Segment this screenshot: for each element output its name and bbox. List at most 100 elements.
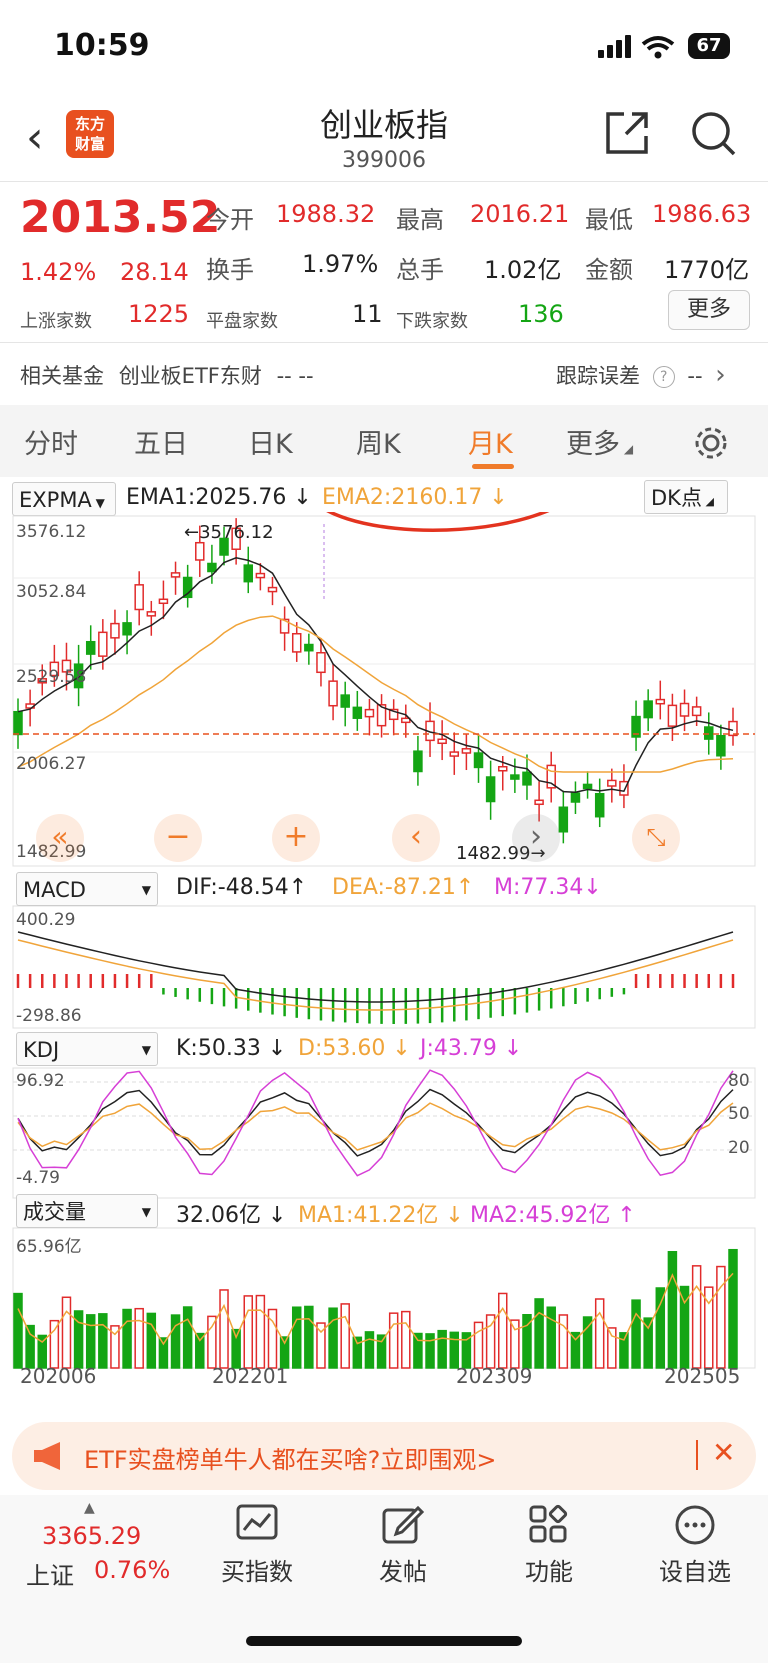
candle-body — [243, 564, 254, 583]
ema1-readout: EMA1:2025.76 ↓ — [126, 485, 312, 510]
nav-post[interactable]: 发帖 — [379, 1558, 427, 1586]
index-percent[interactable]: 0.76% — [94, 1556, 171, 1584]
macd-dif: DIF:-48.54↑ — [176, 875, 308, 900]
volume-bar — [170, 1314, 181, 1369]
macd-dif-line — [17, 931, 734, 1003]
chevron-right-icon: › — [715, 360, 726, 390]
nav-buy-index[interactable]: 买指数 — [221, 1558, 293, 1586]
tab-intraday[interactable]: 分时 — [24, 429, 78, 460]
divider — [0, 181, 768, 182]
volume-bar — [546, 1306, 556, 1369]
volume-bar — [716, 1265, 726, 1369]
app-logo[interactable]: 东方 财富 — [66, 110, 114, 158]
related-fund-row[interactable]: 相关基金 创业板ETF东财 -- -- — [20, 360, 314, 390]
x-label-1: 202006 — [20, 1364, 97, 1388]
volume-bar — [182, 1306, 193, 1369]
main-y-top: 3576.12 — [16, 522, 87, 542]
candle-body — [134, 584, 144, 611]
macd-select[interactable]: MACD ▼ — [16, 872, 158, 906]
fullscreen-button[interactable]: ⤡ — [632, 814, 680, 862]
signal-wifi-icon — [598, 35, 675, 59]
tab-weekly-k[interactable]: 周K — [356, 429, 401, 460]
kdj-y-top: 96.92 — [16, 1071, 65, 1091]
candle-body — [37, 678, 47, 684]
help-icon[interactable]: ? — [652, 366, 675, 388]
candle-body — [716, 735, 726, 757]
candle-body — [485, 776, 496, 803]
candle-body — [691, 706, 702, 717]
promo-text[interactable]: ETF实盘榜单牛人都在买啥?立即围观> — [84, 1446, 497, 1474]
dk-point-toggle[interactable]: DK点 ◢ — [644, 480, 728, 514]
x-label-4: 202505 — [664, 1364, 741, 1388]
candle-body — [704, 726, 714, 740]
jump-start-button[interactable]: « — [36, 814, 84, 862]
candle-body — [291, 632, 302, 653]
volume-bar — [425, 1333, 435, 1369]
more-button[interactable]: 更多 — [668, 290, 750, 330]
main-y-4: 2006.27 — [16, 754, 87, 774]
tab-monthly-k[interactable]: 月K — [468, 429, 513, 460]
volume-bar — [497, 1292, 508, 1369]
back-button[interactable]: ‹ — [26, 112, 44, 163]
volume-bar — [255, 1294, 266, 1369]
candle-body — [461, 748, 472, 754]
kdj-ref-80: 80 — [728, 1071, 750, 1091]
volume-bar — [522, 1314, 532, 1369]
step-forward-button[interactable]: › — [512, 814, 560, 862]
volume-bar — [352, 1336, 363, 1369]
volume-bar — [85, 1314, 96, 1369]
nav-watchlist[interactable]: 设自选 — [659, 1558, 731, 1586]
candle-body — [170, 572, 181, 578]
index-name[interactable]: 上证 — [26, 1562, 74, 1590]
volume-bar — [388, 1312, 399, 1369]
divider — [696, 1440, 698, 1470]
ema2-readout: EMA2:2160.17 ↓ — [322, 485, 508, 510]
volume-bar — [619, 1332, 629, 1369]
tab-five-day[interactable]: 五日 — [134, 429, 188, 460]
volume-bar — [485, 1314, 496, 1369]
close-icon[interactable]: ✕ — [712, 1436, 736, 1469]
candle-body — [497, 766, 508, 772]
candle-body — [328, 680, 338, 707]
volume-select[interactable]: 成交量 ▼ — [16, 1194, 158, 1228]
settings-gear-icon[interactable] — [692, 424, 730, 462]
volume-bar — [291, 1306, 302, 1369]
nav-function[interactable]: 功能 — [525, 1558, 573, 1586]
candle-body — [364, 708, 375, 718]
amount-label: 金额 — [585, 256, 633, 284]
share-icon[interactable] — [604, 110, 650, 156]
x-label-3: 202309 — [456, 1364, 533, 1388]
volume-bar — [98, 1313, 108, 1369]
grid-function-icon[interactable] — [528, 1504, 570, 1544]
volume-bar — [449, 1331, 460, 1369]
volume-bar — [158, 1337, 169, 1369]
more-dots-icon[interactable] — [674, 1504, 716, 1546]
zoom-in-button[interactable]: + — [272, 814, 320, 862]
step-back-button[interactable]: ‹ — [392, 814, 440, 862]
tab-more[interactable]: 更多 ◢ — [566, 429, 634, 460]
tab-daily-k[interactable]: 日K — [248, 429, 293, 460]
candle-body — [73, 663, 84, 689]
volume-bar — [279, 1336, 290, 1369]
related-fund-name[interactable]: 创业板ETF东财 — [118, 364, 262, 388]
kline-chart-area[interactable] — [0, 512, 768, 1392]
up-count-label: 上涨家数 — [20, 311, 92, 332]
candle-body — [61, 659, 72, 673]
edit-post-icon[interactable] — [382, 1504, 424, 1544]
indicator-select[interactable]: EXPMA ▼ — [12, 482, 116, 516]
volume-current: 32.06亿 ↓ — [176, 1203, 287, 1228]
kdj-select[interactable]: KDJ ▼ — [16, 1032, 158, 1066]
volume-bar — [195, 1332, 205, 1369]
kdj-panel-frame — [12, 1067, 756, 1199]
candle-body — [85, 640, 96, 655]
promo-banner[interactable] — [12, 1422, 756, 1490]
caret-up-icon: ▲ — [84, 1500, 95, 1516]
index-value[interactable]: 3365.29 — [42, 1522, 142, 1550]
fund-dash: -- -- — [276, 364, 314, 388]
tracking-error[interactable]: 跟踪误差 ? -- › — [556, 360, 726, 390]
chart-trend-icon[interactable] — [236, 1504, 278, 1544]
volume-bar — [473, 1321, 484, 1369]
zoom-out-button[interactable]: − — [154, 814, 202, 862]
search-icon[interactable] — [690, 110, 738, 158]
volume-label: 总手 — [396, 256, 444, 284]
